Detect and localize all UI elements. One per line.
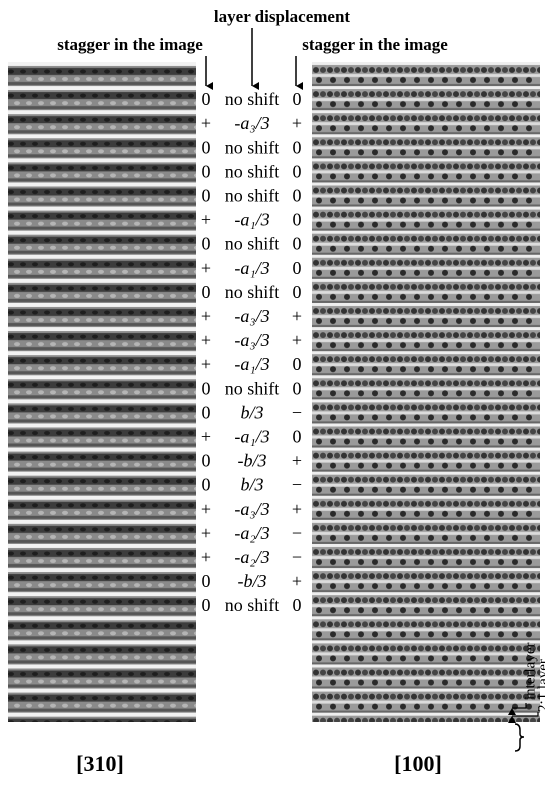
displacement: -a₁/3 xyxy=(234,427,269,447)
stagger-right: 0 xyxy=(293,258,302,278)
stagger-left: 0 xyxy=(202,282,211,302)
rows: 0 no shift 0 + -a₃/3 +0 no shift 0 0 no shift 0 0 no… xyxy=(201,89,302,615)
footer-right: [100] xyxy=(394,751,442,776)
stagger-left: 0 xyxy=(202,402,211,422)
tem-image-310 xyxy=(8,62,196,722)
stagger-right: − xyxy=(292,523,302,543)
arrow xyxy=(508,703,527,715)
tem-image-100 xyxy=(312,62,540,722)
stagger-right: 0 xyxy=(293,282,302,302)
stagger-left: 0 xyxy=(202,234,211,254)
header-center: layer displacement xyxy=(214,7,350,26)
stagger-right: 0 xyxy=(293,378,302,398)
header-left: stagger in the image xyxy=(57,35,203,54)
stagger-right: + xyxy=(292,499,302,519)
displacement: -a₃/3 xyxy=(234,306,269,326)
displacement: no shift xyxy=(225,234,280,254)
displacement: no shift xyxy=(225,186,280,206)
displacement: -a₁/3 xyxy=(234,258,269,278)
stagger-right: − xyxy=(292,402,302,422)
stagger-left: 0 xyxy=(202,378,211,398)
stagger-right: + xyxy=(292,113,302,133)
stagger-left: 0 xyxy=(202,137,211,157)
displacement: -a₃/3 xyxy=(234,330,269,350)
displacement: b/3 xyxy=(240,475,263,495)
stagger-left: + xyxy=(201,210,211,230)
stagger-right: 0 xyxy=(293,89,302,109)
stagger-left: + xyxy=(201,354,211,374)
stagger-left: + xyxy=(201,427,211,447)
displacement: no shift xyxy=(225,89,280,109)
stagger-left: 0 xyxy=(202,475,211,495)
displacement: no shift xyxy=(225,378,280,398)
displacement: -b/3 xyxy=(238,571,267,591)
stagger-right: + xyxy=(292,306,302,326)
header-right: stagger in the image xyxy=(302,35,448,54)
stagger-right: 0 xyxy=(293,186,302,206)
stagger-left: + xyxy=(201,330,211,350)
stagger-left: 0 xyxy=(202,595,211,615)
footer-left: [310] xyxy=(76,751,124,776)
stagger-left: + xyxy=(201,523,211,543)
displacement: no shift xyxy=(225,595,280,615)
stagger-left: 0 xyxy=(202,161,211,181)
displacement: -a₃/3 xyxy=(234,113,269,133)
stagger-right: − xyxy=(292,475,302,495)
side-interlayer: interlayer xyxy=(522,643,538,700)
displacement: no shift xyxy=(225,282,280,302)
brace xyxy=(514,723,525,752)
stagger-right: − xyxy=(292,547,302,567)
stagger-right: 0 xyxy=(293,210,302,230)
stagger-left: + xyxy=(201,547,211,567)
stagger-right: + xyxy=(292,330,302,350)
stagger-left: + xyxy=(201,306,211,326)
stagger-left: 0 xyxy=(202,571,211,591)
stagger-left: + xyxy=(201,113,211,133)
stagger-right: 0 xyxy=(293,137,302,157)
displacement: -a₁/3 xyxy=(234,354,269,374)
displacement: no shift xyxy=(225,137,280,157)
stagger-left: 0 xyxy=(202,186,211,206)
stagger-right: 0 xyxy=(293,234,302,254)
displacement: b/3 xyxy=(240,402,263,422)
stagger-left: 0 xyxy=(202,89,211,109)
stagger-right: + xyxy=(292,451,302,471)
stagger-right: 0 xyxy=(293,427,302,447)
side-layer: 2:1 layer xyxy=(535,659,545,712)
stagger-right: 0 xyxy=(293,595,302,615)
displacement: -a₂/3 xyxy=(234,547,269,567)
displacement: -a₁/3 xyxy=(234,210,269,230)
stagger-right: + xyxy=(292,571,302,591)
displacement: -a₃/3 xyxy=(234,499,269,519)
stagger-left: + xyxy=(201,499,211,519)
stagger-left: 0 xyxy=(202,451,211,471)
displacement: no shift xyxy=(225,161,280,181)
stagger-right: 0 xyxy=(293,161,302,181)
displacement: -b/3 xyxy=(238,451,267,471)
stagger-left: + xyxy=(201,258,211,278)
stagger-right: 0 xyxy=(293,354,302,374)
arrow xyxy=(508,712,539,723)
displacement: -a₂/3 xyxy=(234,523,269,543)
